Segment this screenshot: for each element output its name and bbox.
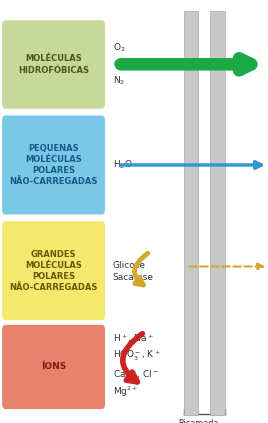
Bar	[184, 11, 198, 415]
Text: H$^+$, Na$^+$
HCO$^-_3$, K$^+$
Ca$^{2+}$, Cl$^-$
Mg$^{2+}$: H$^+$, Na$^+$ HCO$^-_3$, K$^+$ Ca$^{2+}$…	[113, 332, 160, 399]
FancyBboxPatch shape	[2, 20, 105, 109]
Text: PEQUENAS
MOLÉCULAS
POLARES
NÃO-CARREGADAS: PEQUENAS MOLÉCULAS POLARES NÃO-CARREGADA…	[9, 144, 98, 186]
FancyBboxPatch shape	[2, 221, 105, 320]
FancyBboxPatch shape	[2, 325, 105, 409]
Text: Bicamada
lipídica
sintética: Bicamada lipídica sintética	[178, 419, 218, 423]
Text: GRANDES
MOLÉCULAS
POLARES
NÃO-CARREGADAS: GRANDES MOLÉCULAS POLARES NÃO-CARREGADAS	[9, 250, 98, 292]
Text: Glicose
Sacarose: Glicose Sacarose	[113, 261, 154, 282]
Text: ÍONS: ÍONS	[41, 363, 66, 371]
Bar	[210, 11, 225, 415]
Text: H$_2$O: H$_2$O	[113, 159, 132, 171]
Text: MOLÉCULAS
HIDROFÓBICAS: MOLÉCULAS HIDROFÓBICAS	[18, 55, 89, 74]
Text: O$_2$
CO$_2$
N$_2$: O$_2$ CO$_2$ N$_2$	[113, 42, 131, 87]
FancyBboxPatch shape	[2, 115, 105, 214]
